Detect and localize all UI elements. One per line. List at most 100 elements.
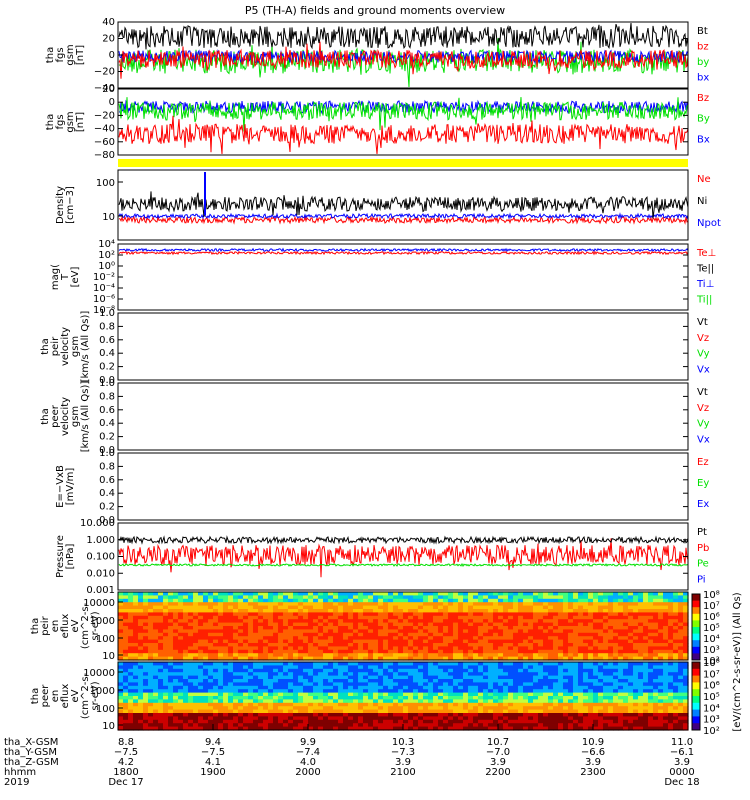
heatmap-cell	[218, 636, 224, 641]
heatmap-cell	[238, 675, 244, 680]
heatmap-cell	[138, 723, 144, 728]
heatmap-cell	[283, 656, 289, 661]
y-axis-label: gsm	[70, 406, 81, 427]
heatmap-cell	[353, 723, 359, 728]
heatmap-cell	[148, 675, 154, 680]
heatmap-cell	[258, 649, 264, 654]
heatmap-cell	[123, 619, 129, 624]
heatmap-cell	[193, 653, 199, 658]
y-axis-label: Pressure	[55, 535, 66, 578]
heatmap-cell	[208, 702, 214, 707]
heatmap-cell	[243, 598, 249, 603]
heatmap-cell	[278, 626, 284, 630]
colorbar-cell	[692, 694, 700, 697]
heatmap-cell	[168, 689, 174, 694]
heatmap-cell	[363, 595, 369, 600]
hhmm-value: 1900	[200, 767, 225, 778]
heatmap-cell	[513, 723, 519, 728]
heatmap-cell	[468, 619, 474, 624]
heatmap-cell	[323, 626, 329, 630]
heatmap-cell	[288, 605, 294, 610]
heatmap-cell	[398, 709, 404, 714]
heatmap-cell	[473, 639, 479, 644]
heatmap-cell	[488, 626, 494, 630]
heatmap-cell	[603, 612, 609, 617]
heatmap-cell	[288, 672, 294, 677]
heatmap-cell	[308, 646, 314, 651]
heatmap-cell	[288, 626, 294, 630]
heatmap-cell	[408, 632, 414, 637]
heatmap-cell	[133, 689, 139, 694]
heatmap-cell	[248, 716, 254, 721]
legend-entry: Vt	[697, 317, 708, 328]
heatmap-cell	[408, 713, 414, 717]
pressure-frame	[117, 522, 689, 591]
heatmap-cell	[623, 723, 629, 728]
heatmap-cell	[298, 636, 304, 641]
heatmap-cell	[678, 605, 684, 610]
heatmap-cell	[583, 649, 589, 654]
heatmap-cell	[158, 632, 164, 637]
heatmap-cell	[198, 689, 204, 694]
heatmap-cell	[213, 598, 219, 603]
heatmap-cell	[623, 649, 629, 654]
heatmap-cell	[308, 685, 314, 690]
heatmap-cell	[188, 713, 194, 717]
heatmap-cell	[238, 653, 244, 658]
heatmap-cell	[118, 672, 124, 677]
heatmap-cell	[653, 609, 659, 613]
heatmap-cell	[293, 716, 299, 721]
heatmap-cell	[368, 609, 374, 613]
heatmap-cell	[538, 723, 544, 728]
heatmap-cell	[208, 653, 214, 658]
heatmap-cell	[423, 643, 429, 647]
heatmap-cell	[213, 636, 219, 641]
heatmap-cell	[363, 602, 369, 607]
heatmap-cell	[468, 662, 474, 666]
heatmap-cell	[683, 692, 689, 697]
heatmap-cell	[433, 723, 439, 728]
heatmap-cell	[188, 632, 194, 637]
heatmap-cell	[413, 665, 419, 670]
heatmap-cell	[208, 706, 214, 711]
heatmap-cell	[583, 643, 589, 647]
heatmap-cell	[428, 713, 434, 717]
heatmap-cell	[558, 685, 564, 690]
heatmap-cell	[578, 646, 584, 651]
colorbar-frame	[691, 661, 701, 731]
heatmap-cell	[283, 626, 289, 630]
heatmap-cell	[258, 692, 264, 697]
heatmap-cell	[363, 639, 369, 644]
heatmap-cell	[548, 672, 554, 677]
heatmap-cell	[378, 689, 384, 694]
heatmap-cell	[293, 636, 299, 641]
heatmap-cell	[278, 713, 284, 717]
heatmap-cell	[488, 719, 494, 724]
heatmap-cell	[518, 646, 524, 651]
heatmap-cell	[573, 689, 579, 694]
heatmap-cell	[328, 592, 334, 596]
heatmap-cell	[348, 653, 354, 658]
heatmap-cell	[238, 723, 244, 728]
heatmap-cell	[423, 653, 429, 658]
heatmap-cell	[683, 662, 689, 666]
heatmap-cell	[458, 699, 464, 704]
heatmap-cell	[393, 619, 399, 624]
heatmap-cell	[513, 598, 519, 603]
heatmap-cell	[558, 702, 564, 707]
heatmap-cell	[468, 696, 474, 700]
heatmap-cell	[233, 723, 239, 728]
heatmap-cell	[308, 696, 314, 700]
heatmap-cell	[658, 636, 664, 641]
heatmap-cell	[598, 605, 604, 610]
heatmap-cell	[683, 653, 689, 658]
heatmap-cell	[323, 668, 329, 673]
heatmap-cell	[623, 609, 629, 613]
heatmap-cell	[133, 675, 139, 680]
heatmap-cell	[548, 709, 554, 714]
heatmap-cell	[303, 656, 309, 661]
heatmap-cell	[418, 682, 424, 687]
heatmap-cell	[428, 592, 434, 596]
heatmap-cell	[483, 626, 489, 630]
heatmap-cell	[518, 699, 524, 704]
